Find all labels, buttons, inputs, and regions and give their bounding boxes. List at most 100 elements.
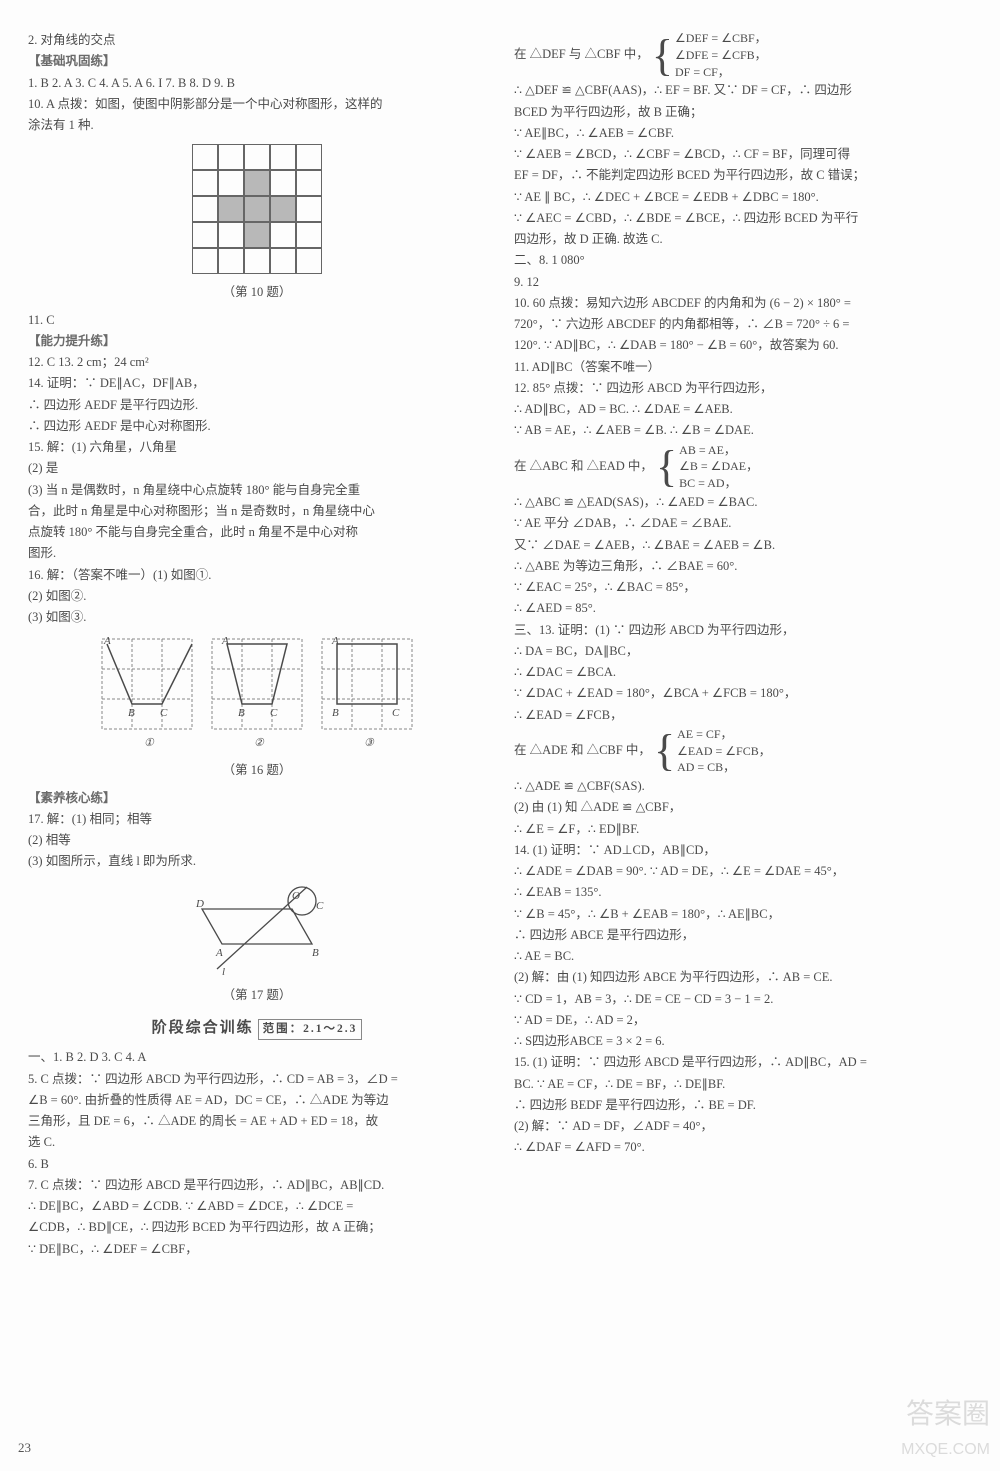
r13g: ∴ △ADE ≌ △CBF(SAS).: [514, 776, 972, 797]
item-7b: ∴ DE∥BC，∠ABD = ∠CDB. ∵ ∠ABD = ∠DCE，∴ ∠DC…: [28, 1196, 486, 1217]
svg-text:D: D: [195, 898, 204, 910]
r12j: ∴ ∠AED = 85°.: [514, 598, 972, 619]
grid-cell: [270, 248, 296, 274]
r10b: 720°，∵ 六边形 ABCDEF 的内角都相等，∴ ∠B = 720° ÷ 6…: [514, 314, 972, 335]
grid-cell: [296, 248, 322, 274]
svg-text:A: A: [215, 947, 223, 959]
r12b: ∴ AD∥BC，AD = BC. ∴ ∠DAE = ∠AEB.: [514, 399, 972, 420]
page-number: 23: [18, 1437, 31, 1459]
r13fb2: ∠EAD = ∠FCB，: [677, 744, 771, 758]
grid-cell: [296, 170, 322, 196]
item-7c: ∠CDB，∴ BD∥CE，∴ 四边形 BCED 为平行四边形，故 A 正确；: [28, 1217, 486, 1238]
brace-icon: {: [654, 733, 675, 768]
grid-cell: [296, 144, 322, 170]
grid-cell: [244, 196, 270, 222]
item-10a: 10. A 点拨：如图，使图中阴影部分是一个中心对称图形，这样的: [28, 94, 486, 115]
item-6: 6. B: [28, 1154, 486, 1175]
r1b1: ∠DEF = ∠CBF，: [675, 31, 767, 45]
r13e: ∴ ∠EAD = ∠FCB，: [514, 705, 972, 726]
svg-text:B: B: [312, 947, 319, 959]
grid-cell: [192, 170, 218, 196]
r3: BCED 为平行四边形，故 B 正确；: [514, 102, 972, 123]
brace-lines-1: ∠DEF = ∠CBF， ∠DFE = ∠CFB， DF = CF，: [675, 30, 767, 80]
svg-text:O: O: [292, 890, 300, 902]
item-5d: 选 C.: [28, 1132, 486, 1153]
part1-answers: 一、1. B 2. D 3. C 4. A: [28, 1047, 486, 1068]
r4: ∵ AE∥BC，∴ ∠AEB = ∠CBF.: [514, 123, 972, 144]
heading-range: 范围：2.1～2.3: [258, 1019, 363, 1041]
brace-lines-2: AB = AE， ∠B = ∠DAE， BC = AD，: [679, 442, 758, 492]
r12h: ∴ △ABE 为等边三角形，∴ ∠BAE = 60°.: [514, 556, 972, 577]
item-17a: 17. 解：(1) 相同；相等: [28, 809, 486, 830]
item-15a: 15. 解：(1) 六角星，八角星: [28, 437, 486, 458]
r8: ∵ ∠AEC = ∠CBD，∴ ∠BDE = ∠BCE，∴ 四边形 BCED 为…: [514, 208, 972, 229]
brace-block-3: { AE = CF， ∠EAD = ∠FCB， AD = CB，: [654, 726, 771, 776]
item-7a: 7. C 点拨：∵ 四边形 ABCD 是平行四边形，∴ AD∥BC，AB∥CD.: [28, 1175, 486, 1196]
section-core: 【素养核心练】: [28, 788, 486, 809]
grid-cell: [296, 222, 322, 248]
grid-cell: [218, 222, 244, 248]
r14c: ∴ ∠EAB = 135°.: [514, 882, 972, 903]
grid-cell: [218, 196, 244, 222]
r12f: ∵ AE 平分 ∠DAB，∴ ∠DAE = ∠BAE.: [514, 513, 972, 534]
r14b: ∴ ∠ADE = ∠DAB = 90°. ∵ AD = DE，∴ ∠E = ∠D…: [514, 861, 972, 882]
r2: ∴ △DEF ≌ △CBF(AAS)，∴ EF = BF. 又∵ DF = CF…: [514, 80, 972, 101]
figure-16-label: （第 16 题）: [28, 760, 486, 781]
svg-text:A: A: [331, 635, 339, 647]
grid-cell: [244, 222, 270, 248]
r14h: ∵ CD = 1，AB = 3，∴ DE = CE − CD = 3 − 1 =…: [514, 989, 972, 1010]
svg-text:②: ②: [254, 737, 265, 749]
item-2: 2. 对角线的交点: [28, 30, 486, 51]
r15d: (2) 解：∵ AD = DF，∠ADF = 40°，: [514, 1116, 972, 1137]
watermark: 答案圈 MXQE.COM: [901, 1399, 990, 1461]
item-17c: (3) 如图所示，直线 l 即为所求.: [28, 851, 486, 872]
r12i: ∵ ∠EAC = 25°，∴ ∠BAC = 85°，: [514, 577, 972, 598]
item-14b: ∴ 四边形 AEDF 是平行四边形.: [28, 395, 486, 416]
grid-cell: [270, 170, 296, 196]
r12d-pre: 在 △ABC 和 △EAD 中，: [514, 459, 653, 473]
svg-text:③: ③: [364, 737, 375, 749]
r13h: (2) 由 (1) 知 △ADE ≌ △CBF，: [514, 797, 972, 818]
r12g: 又∵ ∠DAE = ∠AEB，∴ ∠BAE = ∠AEB = ∠B.: [514, 535, 972, 556]
grid-cell: [244, 170, 270, 196]
r14d: ∵ ∠B = 45°，∴ ∠B + ∠EAB = 180°，∴ AE∥BC，: [514, 904, 972, 925]
item-5b: ∠B = 60°. 由折叠的性质得 AE = AD，DC = CE，∴ △ADE…: [28, 1090, 486, 1111]
r-brace1: 在 △DEF 与 △CBF 中， { ∠DEF = ∠CBF， ∠DFE = ∠…: [514, 30, 972, 80]
r10a: 10. 60 点拨：易知六边形 ABCDEF 的内角和为 (6 − 2) × 1…: [514, 293, 972, 314]
section-basic: 【基础巩固练】: [28, 51, 486, 72]
grid-cell: [296, 196, 322, 222]
figure-17-svg: DOC ABl: [172, 879, 342, 979]
brace-icon: {: [656, 449, 677, 484]
r14j: ∴ S四边形ABCE = 3 × 2 = 6.: [514, 1031, 972, 1052]
svg-text:B: B: [238, 707, 245, 719]
item-16b: (2) 如图②.: [28, 586, 486, 607]
r12db1: AB = AE，: [679, 443, 736, 457]
r13i: ∴ ∠E = ∠F，∴ ED∥BF.: [514, 819, 972, 840]
r9: 四边形，故 D 正确. 故选 C.: [514, 229, 972, 250]
r-brace3: 在 △ADE 和 △CBF 中， { AE = CF， ∠EAD = ∠FCB，…: [514, 726, 972, 776]
grid-cell: [218, 144, 244, 170]
item-12-13: 12. C 13. 2 cm；24 cm²: [28, 352, 486, 373]
brace-icon: {: [652, 38, 673, 73]
svg-text:l: l: [222, 966, 225, 978]
item-15c: (3) 当 n 是偶数时，n 角星绕中心点旋转 180° 能与自身完全重: [28, 480, 486, 501]
grid-cell: [192, 222, 218, 248]
svg-text:B: B: [332, 707, 339, 719]
item-15f: 图形.: [28, 543, 486, 564]
r15e: ∴ ∠DAF = ∠AFD = 70°.: [514, 1137, 972, 1158]
r12c: ∵ AB = AE，∴ ∠AEB = ∠B. ∴ ∠B = ∠DAE.: [514, 420, 972, 441]
r-brace2: 在 △ABC 和 △EAD 中， { AB = AE， ∠B = ∠DAE， B…: [514, 442, 972, 492]
r14g: (2) 解：由 (1) 知四边形 ABCE 为平行四边形，∴ AB = CE.: [514, 967, 972, 988]
item-14a: 14. 证明：∵ DE∥AC，DF∥AB，: [28, 373, 486, 394]
item-15b: (2) 是: [28, 458, 486, 479]
r14a: 14. (1) 证明：∵ AD⊥CD，AB∥CD，: [514, 840, 972, 861]
r12db2: ∠B = ∠DAE，: [679, 459, 758, 473]
r15c: ∴ 四边形 BEDF 是平行四边形，∴ BE = DF.: [514, 1095, 972, 1116]
stage-heading: 阶段综合训练范围：2.1～2.3: [28, 1016, 486, 1042]
grid-cell: [270, 222, 296, 248]
grid-cell: [218, 248, 244, 274]
grid-cell: [218, 170, 244, 196]
watermark-top: 答案圈: [906, 1398, 990, 1429]
r14e: ∴ 四边形 ABCE 是平行四边形，: [514, 925, 972, 946]
r15b: BC. ∵ AE = CF，∴ DE = BF，∴ DE∥BF.: [514, 1074, 972, 1095]
